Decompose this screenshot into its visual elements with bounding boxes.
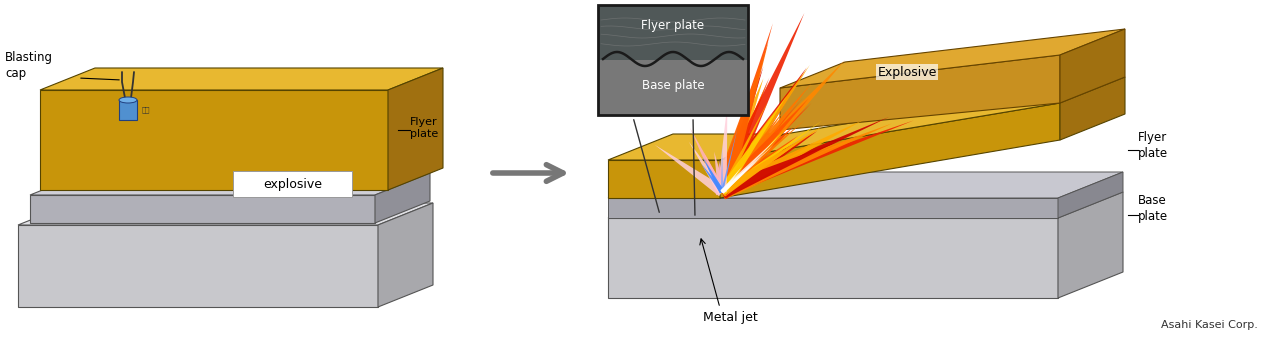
- Polygon shape: [717, 67, 764, 194]
- Polygon shape: [704, 152, 726, 194]
- Polygon shape: [718, 95, 787, 195]
- Polygon shape: [18, 225, 378, 307]
- Polygon shape: [713, 42, 769, 195]
- Polygon shape: [720, 77, 1126, 160]
- Bar: [598, 5, 747, 115]
- Polygon shape: [716, 67, 807, 197]
- Polygon shape: [18, 203, 433, 225]
- Polygon shape: [718, 108, 786, 195]
- Polygon shape: [608, 160, 720, 198]
- Bar: [119, 100, 137, 120]
- Polygon shape: [41, 90, 388, 190]
- Polygon shape: [608, 198, 1058, 218]
- Polygon shape: [714, 152, 726, 193]
- Polygon shape: [655, 145, 725, 196]
- Polygon shape: [714, 13, 805, 195]
- Polygon shape: [721, 158, 761, 193]
- FancyBboxPatch shape: [233, 171, 352, 197]
- Polygon shape: [720, 120, 914, 197]
- Polygon shape: [720, 143, 797, 196]
- Polygon shape: [716, 23, 773, 194]
- Polygon shape: [721, 138, 778, 194]
- Polygon shape: [718, 79, 768, 193]
- Polygon shape: [690, 128, 726, 194]
- Text: Metal jet: Metal jet: [703, 312, 758, 324]
- Text: Flyer
plate: Flyer plate: [410, 117, 438, 139]
- Text: Base
plate: Base plate: [1138, 194, 1169, 222]
- Text: Flyer
plate: Flyer plate: [1138, 130, 1169, 160]
- Text: Flyer plate: Flyer plate: [641, 18, 704, 32]
- Polygon shape: [718, 112, 774, 195]
- Bar: [598, 5, 747, 60]
- Polygon shape: [721, 166, 751, 193]
- Polygon shape: [1058, 192, 1123, 298]
- Polygon shape: [720, 98, 803, 194]
- Polygon shape: [608, 218, 1058, 298]
- Polygon shape: [720, 117, 890, 197]
- Polygon shape: [30, 195, 376, 223]
- Polygon shape: [718, 160, 726, 192]
- Polygon shape: [717, 104, 727, 192]
- Polygon shape: [376, 173, 430, 223]
- Text: Explosive: Explosive: [877, 66, 937, 78]
- Polygon shape: [718, 119, 864, 198]
- Text: Blasting
cap: Blasting cap: [5, 51, 53, 79]
- Polygon shape: [780, 55, 1060, 130]
- Polygon shape: [30, 173, 430, 195]
- Polygon shape: [608, 134, 786, 160]
- Polygon shape: [706, 163, 723, 193]
- Polygon shape: [717, 131, 817, 199]
- Text: explosive: explosive: [264, 178, 322, 191]
- Text: Base plate: Base plate: [642, 78, 704, 92]
- Polygon shape: [720, 137, 860, 200]
- Text: Asahi Kasei Corp.: Asahi Kasei Corp.: [1161, 320, 1258, 330]
- Bar: [598, 60, 747, 115]
- Polygon shape: [718, 77, 769, 193]
- Polygon shape: [716, 60, 845, 198]
- Polygon shape: [388, 68, 443, 190]
- Polygon shape: [1060, 77, 1126, 140]
- Polygon shape: [608, 192, 1123, 218]
- Polygon shape: [721, 128, 737, 192]
- Polygon shape: [780, 29, 1126, 88]
- Polygon shape: [689, 142, 725, 194]
- Polygon shape: [718, 98, 808, 196]
- Polygon shape: [1060, 29, 1126, 103]
- Ellipse shape: [119, 97, 137, 103]
- Polygon shape: [721, 167, 742, 193]
- Polygon shape: [717, 127, 793, 198]
- Polygon shape: [608, 172, 1123, 198]
- Polygon shape: [721, 144, 774, 193]
- Polygon shape: [720, 103, 1060, 198]
- Polygon shape: [720, 103, 811, 195]
- Polygon shape: [720, 124, 892, 198]
- Text: 電管: 電管: [142, 107, 151, 113]
- Polygon shape: [1058, 172, 1123, 218]
- Polygon shape: [41, 68, 443, 90]
- Polygon shape: [378, 203, 433, 307]
- Polygon shape: [720, 142, 815, 196]
- Polygon shape: [714, 78, 764, 195]
- Polygon shape: [720, 143, 834, 198]
- Polygon shape: [721, 141, 846, 196]
- Polygon shape: [720, 124, 826, 195]
- Polygon shape: [703, 157, 725, 193]
- Polygon shape: [720, 127, 788, 194]
- Polygon shape: [717, 65, 810, 195]
- Polygon shape: [720, 101, 768, 193]
- Polygon shape: [702, 164, 723, 193]
- Polygon shape: [718, 83, 811, 195]
- Polygon shape: [721, 145, 723, 192]
- Polygon shape: [718, 136, 798, 196]
- Polygon shape: [706, 162, 727, 195]
- Polygon shape: [721, 120, 822, 194]
- Polygon shape: [720, 120, 806, 194]
